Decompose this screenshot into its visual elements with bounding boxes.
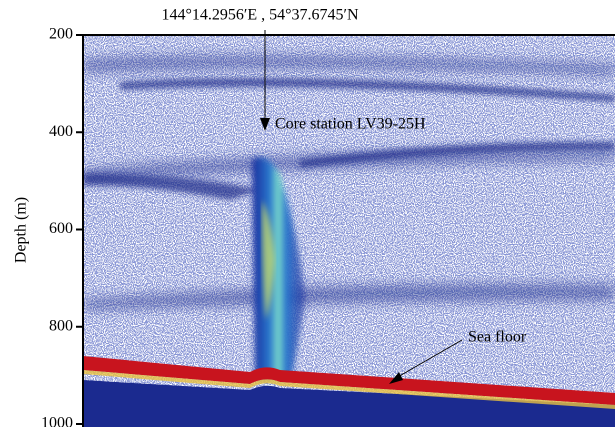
echogram-image [83,35,615,427]
y-axis-label: Depth (m) [13,197,30,263]
coordinate-label: 144°14.2956′E , 54°37.6745′N [161,7,359,24]
y-tick-label: 400 [49,123,73,140]
y-tick-label: 200 [49,26,73,43]
chart: 144°14.2956′E , 54°37.6745′N Depth (m) C… [0,0,615,427]
y-tick-label: 800 [49,317,73,334]
station-label: Core station LV39-25H [275,116,426,133]
seafloor-label: Sea floor [468,329,527,346]
y-tick-label: 1000 [41,415,73,427]
y-tick-label: 600 [49,220,73,237]
